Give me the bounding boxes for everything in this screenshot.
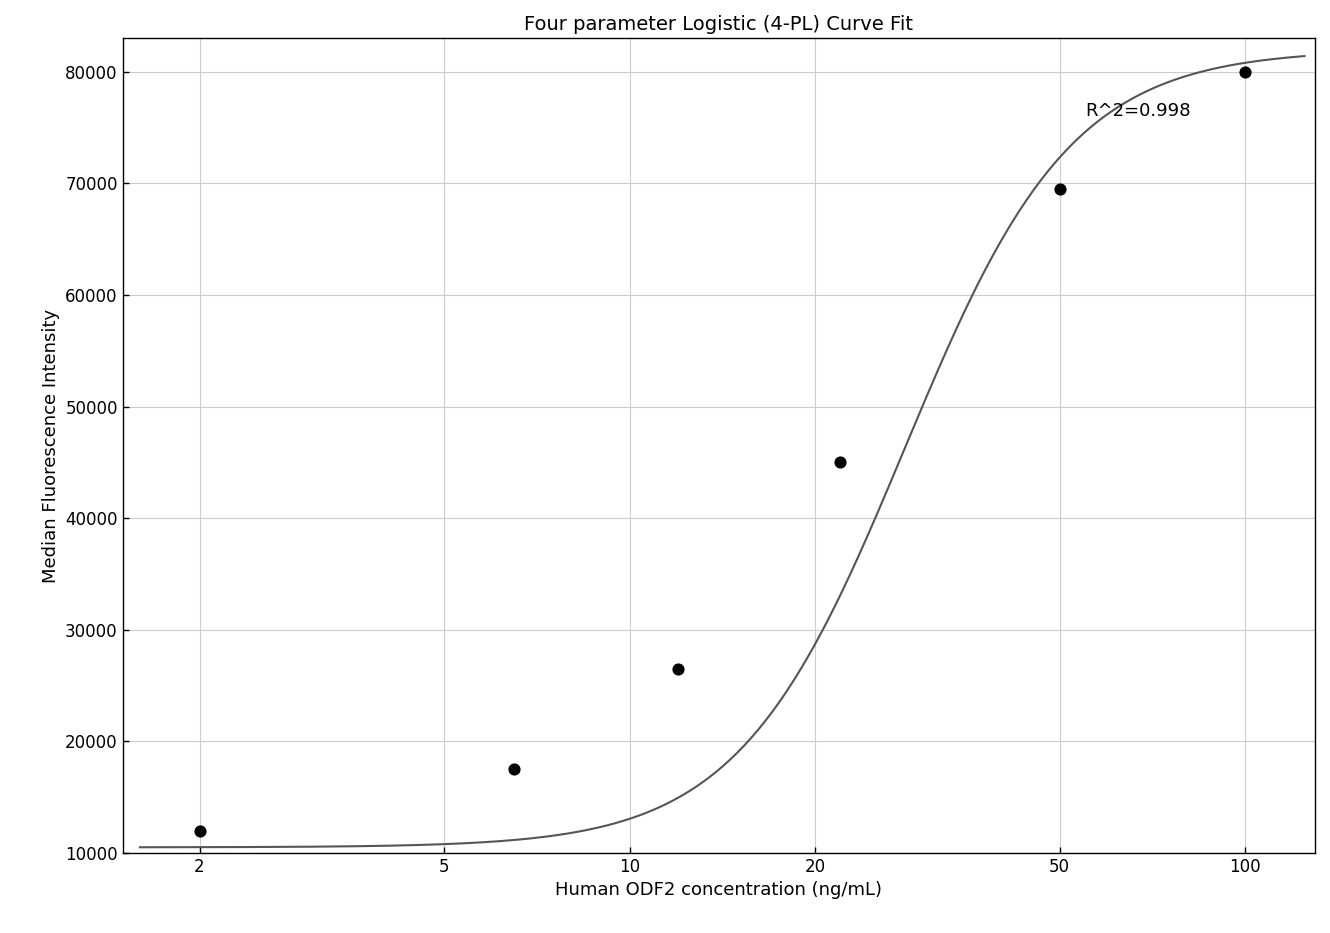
Point — [1049, 182, 1071, 197]
Point — [668, 661, 689, 676]
Title: Four parameter Logistic (4-PL) Curve Fit: Four parameter Logistic (4-PL) Curve Fit — [524, 15, 914, 34]
Point — [830, 455, 851, 470]
X-axis label: Human ODF2 concentration (ng/mL): Human ODF2 concentration (ng/mL) — [556, 882, 882, 899]
Point — [189, 823, 210, 838]
Point — [504, 761, 525, 776]
Text: R^2=0.998: R^2=0.998 — [1085, 103, 1190, 120]
Point — [1234, 64, 1256, 79]
Y-axis label: Median Fluorescence Intensity: Median Fluorescence Intensity — [41, 309, 60, 583]
